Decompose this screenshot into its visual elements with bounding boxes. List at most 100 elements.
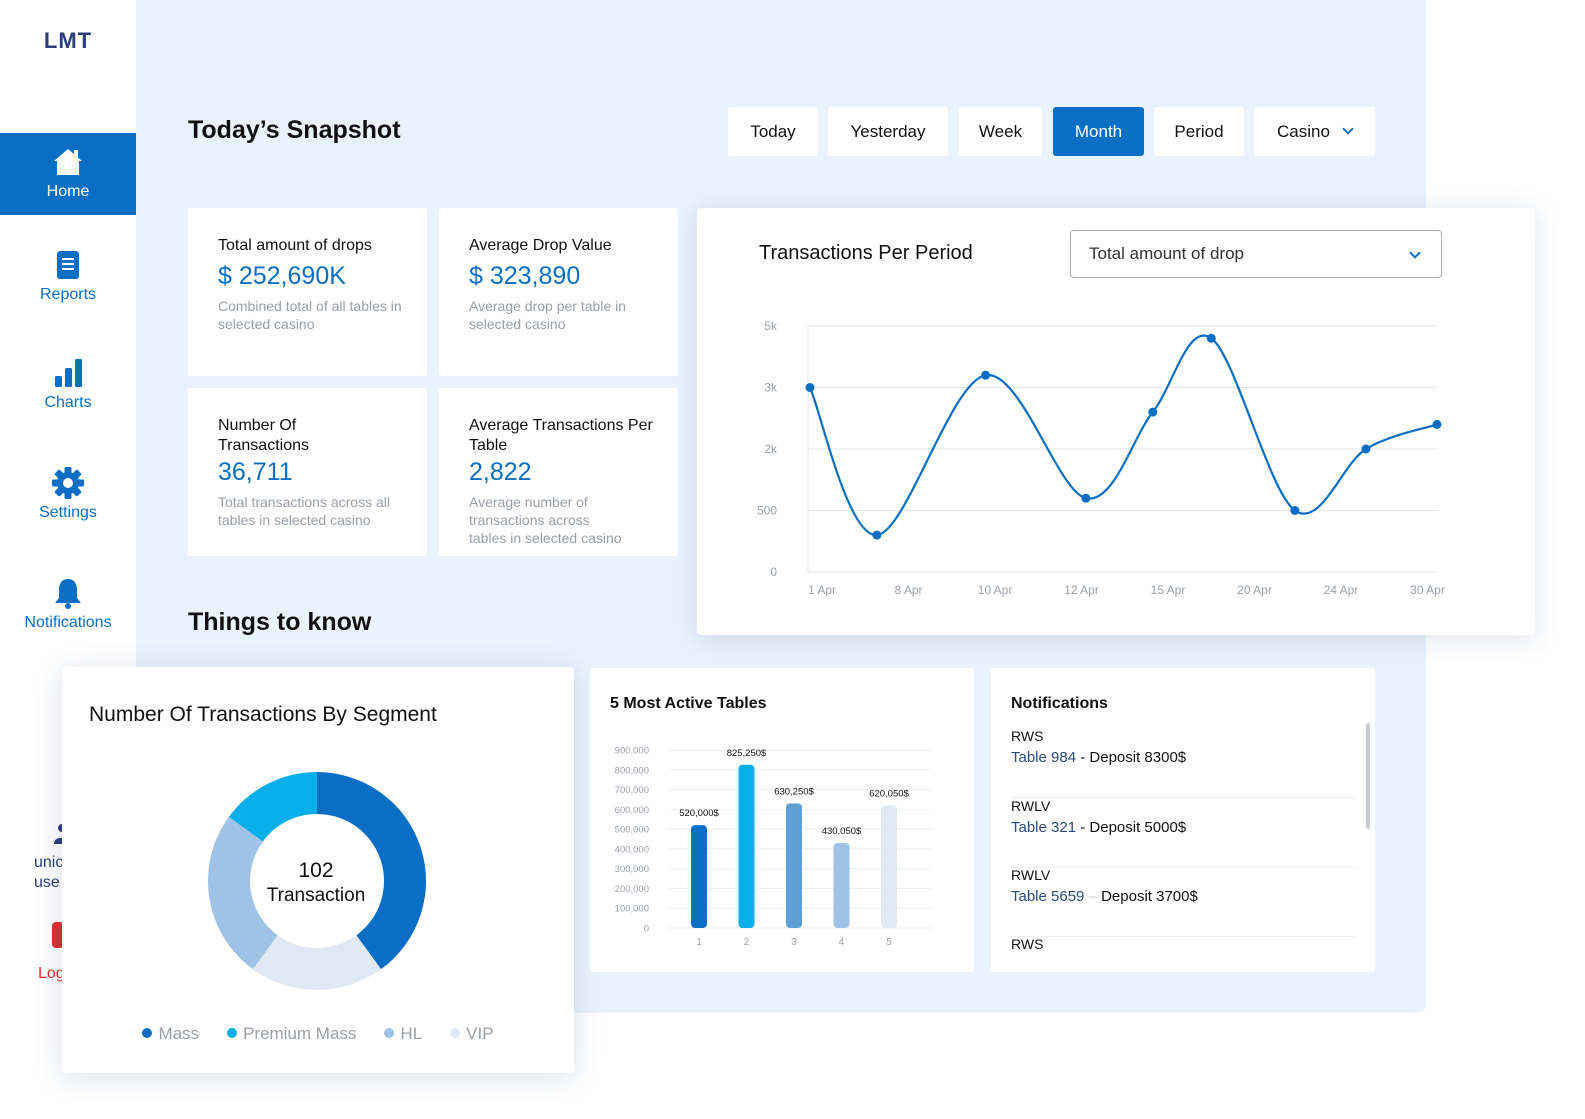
data-point [805, 383, 815, 392]
most-active-tables-card: 5 Most Active Tables 0 100,000 200,000 300,… [590, 668, 974, 972]
notification-text: Deposit 5000$ [1089, 819, 1187, 836]
y-tick-label: 300,000 [615, 864, 649, 875]
data-label: 620,050$ [869, 788, 909, 799]
sidebar-item-label: Notifications [24, 614, 112, 631]
sidebar-item-notifications[interactable]: Notifications [0, 564, 136, 646]
data-label: 430,050$ [822, 826, 862, 837]
stat-description: Average drop per table in selected casin… [469, 298, 626, 332]
y-tick-label: 200,000 [615, 884, 649, 895]
sidebar-item-logout-partial[interactable]: Log [38, 965, 65, 982]
notification-item[interactable]: RWS [1011, 936, 1356, 972]
data-point [1432, 419, 1442, 429]
sidebar-item-charts[interactable]: Charts [0, 344, 136, 426]
x-tick-label: 4 [839, 937, 845, 948]
bar [691, 825, 707, 928]
y-tick-label: 900,000 [615, 746, 649, 757]
data-point [1148, 407, 1158, 417]
x-tick-label: 12 Apr [1064, 583, 1099, 597]
data-label: 825,250$ [727, 748, 767, 759]
stat-value: 2,822 [469, 458, 532, 486]
notification-table: Table 5659 [1011, 888, 1085, 905]
notifications-scrollbar[interactable] [1366, 723, 1370, 829]
sidebar-item-users-partial[interactable]: unic use [34, 854, 63, 892]
donut-center-value: 102 [298, 859, 333, 882]
legend-dot [384, 1028, 395, 1038]
document-icon [57, 251, 79, 279]
stat-value: $ 323,890 [469, 262, 581, 290]
sidebar-item-reports[interactable]: Reports [0, 236, 136, 318]
y-tick-label: 800,000 [615, 765, 649, 776]
notification-table: Table 984 [1011, 749, 1077, 766]
donut-legend: Mass Premium Mass HL VIP [62, 1024, 574, 1044]
section-title: Things to know [188, 608, 372, 636]
donut-center-label: Transaction [267, 885, 366, 906]
y-tick-label: 100,000 [615, 904, 649, 915]
filter-today-button[interactable]: Today [728, 107, 818, 156]
x-tick-label: 20 Apr [1237, 583, 1272, 597]
filter-month-button[interactable]: Month [1053, 107, 1144, 156]
notification-item[interactable]: RWLV Table 321 - Deposit 5000$ [1011, 798, 1356, 868]
x-tick-label: 1 [696, 937, 702, 948]
y-tick-label: 500 [757, 504, 777, 518]
donut-slice [252, 935, 382, 990]
legend-dot [142, 1028, 153, 1038]
legend-item: Mass [142, 1024, 199, 1044]
sidebar: LMT Home Reports Charts [0, 0, 136, 1119]
stat-title: Average Transactions Per Table [469, 417, 653, 454]
data-point [1361, 444, 1371, 454]
y-tick-label: 3k [764, 381, 778, 395]
y-tick-label: 0 [770, 565, 777, 579]
sidebar-item-label: Reports [39, 286, 97, 303]
bar [881, 805, 897, 928]
legend-label: Mass [158, 1024, 200, 1043]
segment-donut-card: Number Of Transactions By Segment 102 Tr… [62, 667, 574, 1073]
line-chart: 0 500 2k 3k 5k 1 Apr 8 Apr 10 Apr 12 Apr 15 Apr 20… [757, 319, 1445, 597]
sidebar-item-label: Charts [44, 394, 92, 411]
x-tick-label: 8 Apr [894, 583, 922, 597]
data-point [981, 370, 991, 380]
notification-separator: - [1080, 749, 1086, 766]
stat-card-transactions: Number Of Transactions 36,711 Total tran… [188, 388, 427, 556]
stat-description: Combined total of all tables in selected… [218, 298, 402, 332]
stat-title: Total amount of drops [218, 237, 372, 254]
stat-description: Average number of transactions across ta… [469, 494, 622, 546]
bell-icon [55, 579, 81, 609]
bar [738, 764, 755, 928]
notification-text: Deposit 3700$ [1101, 888, 1198, 905]
casino-dropdown[interactable]: Casino [1254, 107, 1375, 156]
notification-separator: – [1088, 888, 1097, 905]
stat-description: Total transactions across all tables in … [218, 494, 390, 528]
line-chart-title: Transactions Per Period [759, 242, 973, 264]
stat-card-average-drop: Average Drop Value $ 323,890 Average dro… [439, 208, 678, 376]
x-tick-label: 5 [886, 937, 892, 948]
bar [786, 803, 802, 928]
metric-select-value: Total amount of drop [1089, 244, 1244, 263]
sidebar-item-home[interactable]: Home [0, 133, 136, 215]
notification-item[interactable]: RWLV Table 5659 – Deposit 3700$ [1011, 867, 1356, 937]
donut-chart: 102 Transaction [208, 772, 427, 990]
notification-item[interactable]: RWS Table 984 - Deposit 8300$ [1011, 728, 1356, 798]
notification-table: Table 321 [1011, 819, 1077, 836]
filter-week-button[interactable]: Week [959, 107, 1042, 156]
legend-item: HL [384, 1024, 422, 1044]
transactions-per-period-card: Transactions Per Period Total amount of … [697, 208, 1535, 635]
legend-dot [227, 1028, 238, 1038]
metric-select[interactable]: Total amount of drop [1070, 230, 1442, 278]
filter-yesterday-button[interactable]: Yesterday [828, 107, 948, 156]
x-tick-label: 24 Apr [1324, 583, 1359, 597]
x-tick-label: 1 Apr [808, 583, 836, 597]
x-tick-label: 15 Apr [1151, 583, 1186, 597]
y-tick-label: 2k [764, 442, 778, 456]
stat-title: Average Drop Value [469, 237, 612, 254]
x-tick-label: 30 Apr [1410, 583, 1445, 597]
filter-period-button[interactable]: Period [1154, 107, 1244, 156]
data-label: 630,250$ [774, 786, 814, 797]
notifications-card: Notifications RWS Table 984 - Deposit 83… [991, 668, 1375, 972]
stat-value: 36,711 [218, 458, 293, 486]
data-label: 520,000$ [679, 808, 719, 819]
y-tick-label: 5k [764, 319, 778, 333]
legend-label: Premium Mass [243, 1024, 357, 1043]
legend-item: VIP [450, 1024, 494, 1044]
sidebar-item-settings[interactable]: Settings [0, 454, 136, 536]
donut-slice [228, 772, 317, 842]
